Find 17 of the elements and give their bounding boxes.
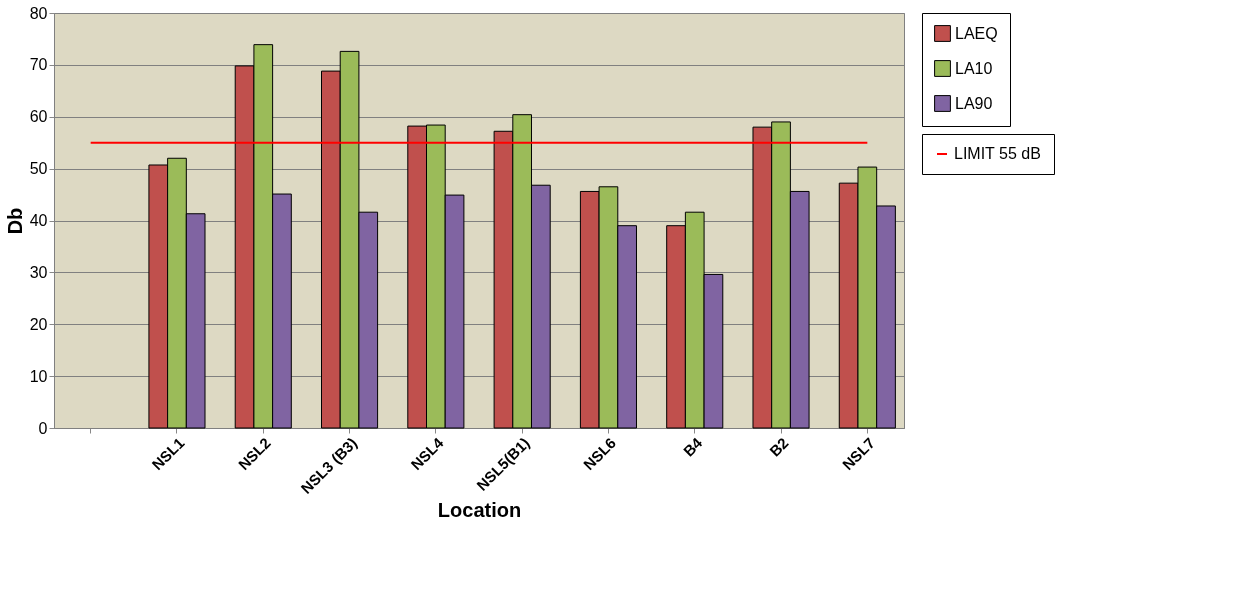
x-axis-title: Location: [437, 498, 522, 521]
x-tick-label: B4: [679, 433, 706, 460]
y-tick-label: 50: [29, 160, 48, 178]
y-tick-label: 10: [29, 367, 48, 385]
y-axis-title: Db: [3, 207, 26, 235]
y-tick-label: 40: [29, 212, 48, 229]
legend-label: LA10: [955, 59, 993, 77]
y-tick-label: 0: [38, 419, 48, 437]
y-tick-label: 30: [29, 263, 48, 281]
legend-label: LA90: [955, 94, 993, 112]
y-tick-label: 80: [29, 4, 48, 22]
x-tick-label: B2: [766, 434, 792, 460]
legend-label: LAEQ: [955, 24, 998, 42]
y-tick-label: 20: [29, 315, 48, 333]
legend-label: LIMIT 55 dB: [954, 145, 1041, 162]
y-tick-label: 60: [29, 108, 48, 126]
y-tick-label: 70: [29, 56, 48, 74]
